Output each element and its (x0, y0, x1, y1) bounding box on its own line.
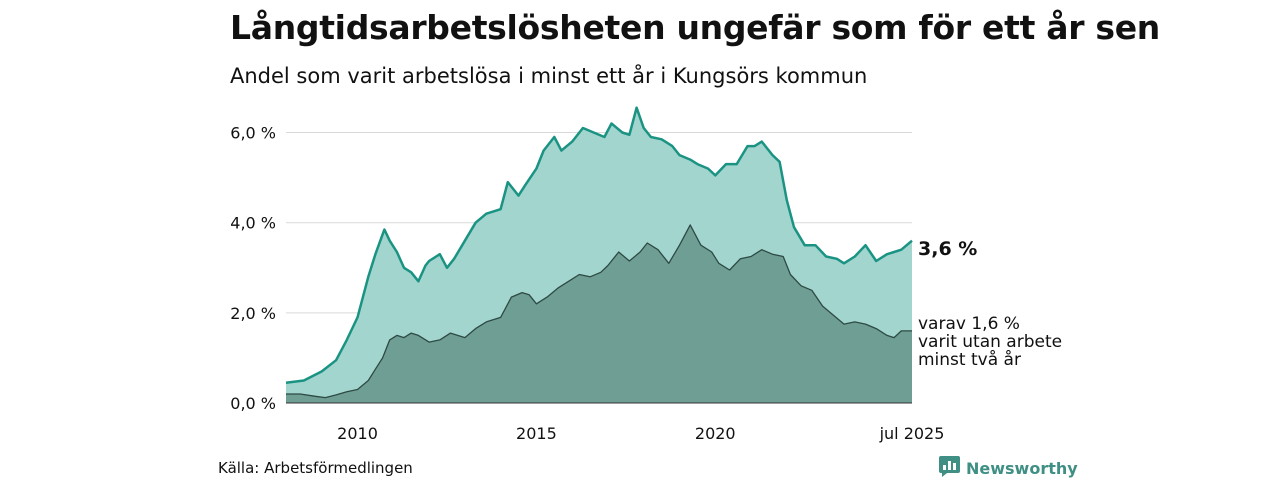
sub-label-line-2: varit utan arbete (918, 332, 1062, 352)
y-tick-label: 6,0 % (230, 124, 276, 143)
newsworthy-logo-icon (939, 456, 960, 481)
total-unemployment-line (285, 106, 913, 384)
sub-label-line-3: minst två år (918, 349, 1021, 370)
x-tick-label: 2010 (337, 424, 378, 443)
y-axis-ticks: 0,0 % 2,0 % 4,0 % 6,0 % (230, 124, 276, 413)
x-axis-ticks: 2010 2015 2020 jul 2025 (337, 424, 944, 443)
sub-label-line-1: varav 1,6 % (918, 314, 1020, 334)
y-tick-label: 2,0 % (230, 304, 276, 323)
longterm-unemployment-line (286, 224, 912, 399)
chart-title: Långtidsarbetslösheten ungefär som för e… (230, 8, 1160, 47)
x-tick-label: 2015 (516, 424, 557, 443)
source-note: Källa: Arbetsförmedlingen (218, 459, 413, 477)
y-tick-label: 4,0 % (230, 214, 276, 233)
x-tick-label: 2020 (695, 424, 736, 443)
brand[interactable]: Newsworthy (939, 456, 1078, 481)
brand-name: Newsworthy (966, 459, 1078, 478)
end-value-label: 3,6 % (918, 238, 977, 260)
y-tick-label: 0,0 % (230, 394, 276, 413)
longterm-unemployment-area (286, 224, 912, 403)
x-tick-label: jul 2025 (879, 424, 945, 443)
chart-subtitle: Andel som varit arbetslösa i minst ett å… (230, 64, 868, 88)
